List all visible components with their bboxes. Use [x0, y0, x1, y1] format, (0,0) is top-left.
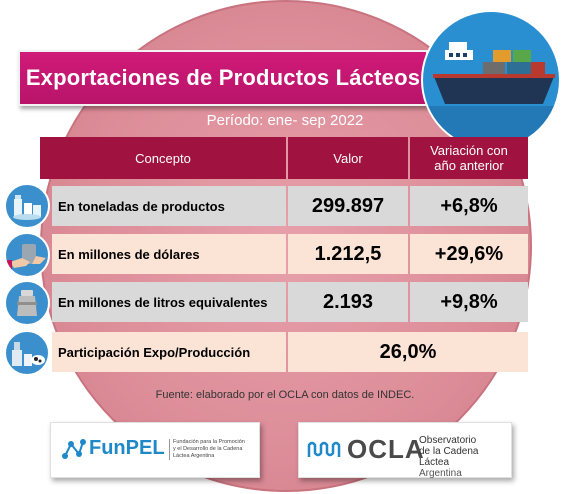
row-value-participacion: 26,0%: [288, 332, 528, 372]
ocla-logo: OCLA Observatorio de la Cadena Láctea Ar…: [298, 422, 512, 479]
header-variacion-line1: Variación con: [430, 143, 508, 158]
cargo-ship-icon: [421, 10, 561, 150]
header-concepto-label: Concepto: [135, 150, 191, 166]
ocla-wave-icon: [307, 441, 341, 457]
ocla-name: OCLA: [347, 434, 425, 464]
milk-can-icon: [4, 280, 50, 326]
period-label: Período: ene- sep 2022: [206, 112, 364, 129]
row-label-toneladas: En toneladas de productos: [52, 186, 286, 226]
row-value-litros: 2.193: [288, 282, 408, 322]
header-variacion: Variación con año anterior: [410, 137, 528, 179]
header-variacion-line2: año anterior: [434, 158, 504, 173]
row-label-dolares: En millones de dólares: [52, 234, 286, 274]
funpel-desc-line3: Láctea Argentina: [173, 453, 215, 459]
funpel-name: FunPEL: [89, 437, 165, 459]
dairy-farm-icon: [4, 330, 50, 376]
funpel-desc-line1: Fundación para la Promoción: [173, 439, 245, 445]
header-valor-label: Valor: [333, 150, 363, 166]
funpel-logo: FunPEL Fundación para la Promoción y el …: [50, 422, 260, 478]
ocla-desc-line2: de la Cadena Láctea: [419, 446, 479, 468]
source-note: Fuente: elaborado por el OCLA con datos …: [155, 389, 415, 401]
ocla-desc-line1: Observatorio: [419, 435, 477, 446]
row-change-toneladas: +6,8%: [410, 186, 528, 226]
header-concepto: Concepto: [40, 137, 286, 179]
row-value-toneladas: 299.897: [288, 186, 408, 226]
page-title: Exportaciones de Productos Lácteos: [25, 65, 421, 90]
header-valor: Valor: [288, 137, 408, 179]
row-change-dolares: +29,6%: [410, 234, 528, 274]
title-banner: Exportaciones de Productos Lácteos: [18, 50, 428, 106]
row-label-litros: En millones de litros equivalentes: [52, 282, 286, 322]
row-change-litros: +9,8%: [410, 282, 528, 322]
row-label-participacion: Participación Expo/Producción: [52, 332, 286, 372]
funpel-network-icon: [62, 439, 86, 459]
row-value-dolares: 1.212,5: [288, 234, 408, 274]
ocla-desc-line3: Argentina: [419, 468, 462, 479]
milk-products-icon: [4, 183, 50, 229]
money-hand-icon: [4, 232, 50, 278]
funpel-desc-line2: y el Desarrollo de la Cadena: [173, 446, 243, 452]
